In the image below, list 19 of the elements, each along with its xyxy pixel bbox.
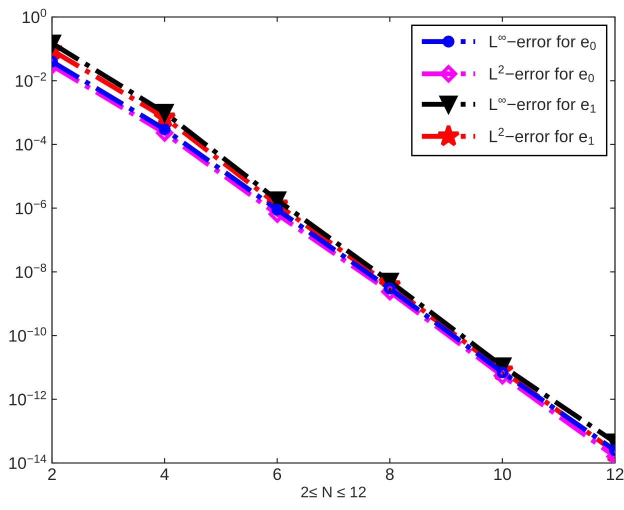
- legend-label: L$^{∞}$−error for e$_{1}$: [490, 98, 596, 113]
- legend-label: L$^{∞}$−error for e$_{0}$: [490, 35, 596, 50]
- x-tick-label: 10: [494, 468, 512, 480]
- y-tick-label: 10$^{−12}$: [9, 390, 46, 406]
- x-tick-label: 8: [386, 468, 394, 480]
- y-tick-label: 10$^{−2}$: [16, 72, 46, 87]
- x-tick-label: 2: [48, 468, 56, 480]
- x-tick-label: 12: [607, 468, 624, 480]
- y-tick-label: 10$^{0}$: [22, 8, 46, 24]
- y-tick-label: 10$^{−4}$: [16, 136, 46, 150]
- y-tick-label: 10$^{−10}$: [9, 327, 46, 342]
- x-tick-label: 6: [273, 468, 282, 480]
- x-tick-label: 4: [160, 468, 169, 480]
- x-axis-title: 2≤ N ≤ 12: [301, 486, 366, 498]
- y-tick-label: 10$^{−14}$: [9, 454, 46, 470]
- legend-label: L$^{2}$−error for e$_{1}$: [490, 128, 594, 145]
- legend-label: L$^{2}$−error for e$_{0}$: [490, 65, 594, 82]
- y-tick-label: 10$^{−8}$: [16, 264, 46, 278]
- y-tick-label: 10$^{−6}$: [16, 200, 46, 214]
